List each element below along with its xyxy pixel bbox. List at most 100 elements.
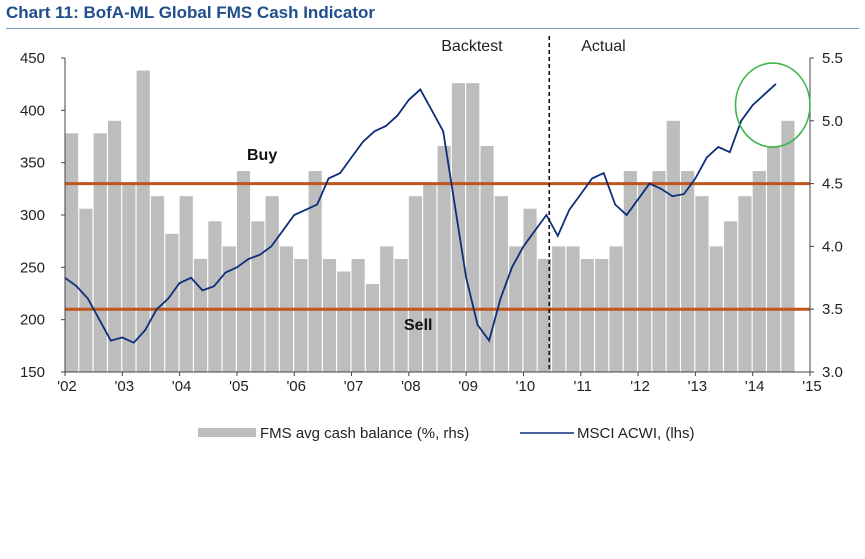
line-point-33 (442, 130, 444, 132)
line-point-59 (740, 120, 742, 122)
x-tick-label: '12 (630, 378, 650, 395)
line-point-54 (683, 193, 685, 195)
bar-37 (595, 258, 609, 372)
line-point-32 (431, 109, 433, 112)
line-point-51 (648, 182, 651, 185)
line-point-11 (190, 277, 192, 279)
x-tick-label: '06 (286, 378, 306, 395)
bar-40 (638, 183, 652, 372)
bar-8 (179, 196, 193, 372)
line-point-16 (247, 258, 250, 260)
bar-42 (666, 120, 680, 372)
line-point-35 (465, 277, 467, 279)
line-point-17 (259, 254, 261, 256)
line-point-31 (419, 88, 422, 91)
left-tick-label: 350 (20, 155, 45, 172)
line-point-18 (270, 245, 273, 248)
left-tick-label: 200 (20, 312, 45, 329)
line-point-42 (545, 214, 548, 216)
line-point-61 (763, 93, 765, 96)
line-point-38 (499, 298, 502, 300)
line-point-39 (511, 266, 513, 269)
bar-17 (308, 171, 322, 372)
line-point-15 (236, 266, 238, 269)
x-tick-label: '05 (229, 378, 249, 395)
line-point-48 (614, 203, 616, 206)
reference-lines-group (65, 182, 810, 311)
axes-group: 4504003503002502001505.55.04.54.03.53.0'… (20, 50, 843, 395)
line-point-23 (327, 177, 330, 180)
line-point-4 (110, 339, 112, 342)
line-point-50 (637, 198, 639, 200)
bar-46 (724, 221, 738, 372)
line-point-49 (625, 214, 628, 216)
bar-10 (208, 221, 222, 372)
x-tick-label: '13 (688, 378, 708, 395)
left-tick-label: 300 (20, 207, 45, 224)
highlight-circle (734, 62, 811, 148)
line-point-57 (717, 146, 720, 148)
line-point-40 (522, 245, 525, 248)
bar-43 (681, 171, 695, 372)
backtest-label: Backtest (441, 38, 503, 55)
left-tick-label: 400 (20, 102, 45, 119)
line-point-56 (706, 156, 708, 159)
bar-13 (251, 221, 265, 372)
x-tick-label: '02 (57, 378, 77, 395)
bar-6 (150, 196, 165, 372)
x-tick-label: '11 (574, 378, 592, 395)
line-point-9 (167, 298, 169, 300)
chart-title: Chart 11: BofA-ML Global FMS Cash Indica… (6, 3, 375, 22)
bar-9 (193, 258, 208, 372)
line-point-5 (121, 336, 124, 339)
line-point-7 (144, 329, 146, 331)
bar-7 (165, 233, 179, 372)
bar-19 (337, 271, 351, 372)
line-point-55 (694, 177, 697, 180)
line-point-58 (729, 151, 731, 153)
line-point-8 (155, 308, 158, 310)
bar-41 (652, 171, 666, 372)
title-underline (6, 28, 859, 29)
line-point-25 (350, 156, 353, 159)
x-tick-label: '09 (458, 378, 478, 395)
bar-20 (351, 258, 365, 372)
legend-bar-label: FMS avg cash balance (%, rhs) (260, 425, 469, 442)
x-tick-label: '04 (172, 378, 192, 395)
line-point-47 (602, 172, 605, 174)
legend-line-label: MSCI ACWI, (lhs) (577, 425, 695, 442)
line-point-46 (591, 177, 593, 180)
bar-49 (767, 145, 781, 372)
actual-label: Actual (581, 38, 625, 55)
line-point-27 (373, 130, 376, 132)
line-point-34 (453, 203, 456, 206)
left-tick-label: 250 (20, 259, 45, 276)
line-point-3 (98, 318, 101, 321)
line-point-26 (362, 141, 364, 143)
bar-28 (466, 83, 480, 373)
bar-50 (781, 120, 795, 372)
line-point-28 (385, 125, 387, 127)
line-point-1 (75, 285, 78, 287)
bar-21 (365, 284, 380, 372)
line-point-44 (568, 209, 571, 211)
bar-14 (265, 196, 279, 372)
line-point-52 (660, 188, 662, 190)
bar-12 (236, 171, 251, 372)
right-tick-label: 4.5 (822, 176, 843, 193)
line-point-36 (476, 324, 479, 326)
line-point-10 (178, 282, 181, 284)
bar-16 (294, 258, 308, 372)
line-series-group (64, 83, 777, 344)
bar-24 (408, 196, 423, 372)
line-point-37 (488, 339, 490, 342)
line-point-13 (213, 285, 215, 287)
bar-5 (136, 70, 150, 372)
bar-32 (523, 208, 537, 372)
line-point-14 (224, 271, 227, 274)
right-tick-label: 5.5 (822, 50, 843, 67)
line-point-2 (87, 298, 89, 300)
line-point-30 (408, 99, 410, 101)
line-point-29 (396, 114, 399, 117)
